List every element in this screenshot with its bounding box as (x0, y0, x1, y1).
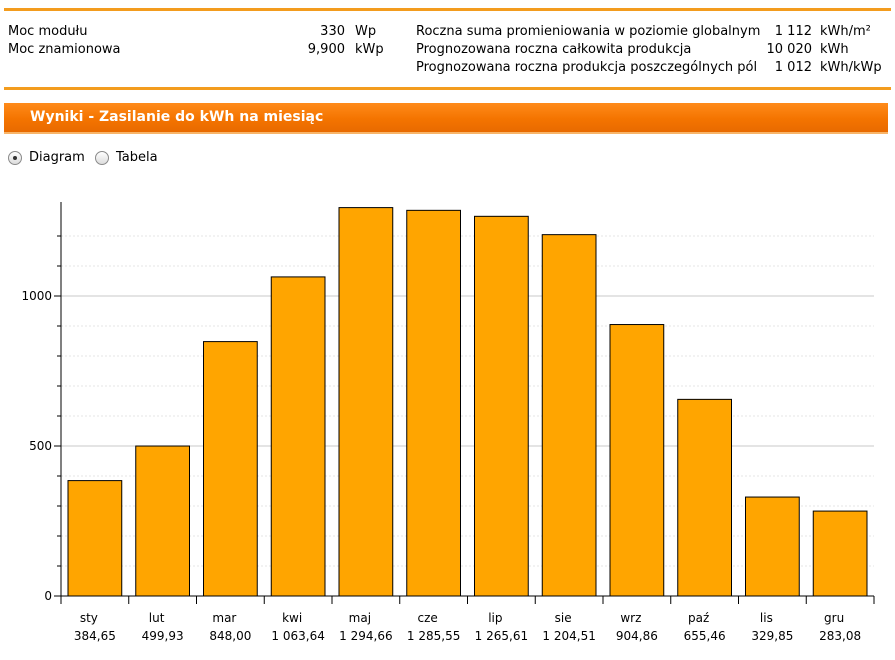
x-tick-label: paź (688, 611, 709, 625)
value-label: 1 285,55 (407, 629, 460, 643)
results-section-header: Wyniki - Zasilanie do kWh na miesiąc (4, 103, 888, 134)
value-label: 848,00 (209, 629, 251, 643)
diagram-radio-label: Diagram (29, 150, 85, 165)
value-label: 1 204,51 (542, 629, 595, 643)
bar-lut (135, 445, 190, 597)
x-tick-label: mar (212, 611, 236, 625)
value-label: 384,65 (74, 629, 116, 643)
section-title: Wyniki - Zasilanie do kWh na miesiąc (30, 109, 324, 125)
bar-cze (406, 209, 461, 597)
y-tick-label: 0 (44, 589, 52, 603)
bar-sie (541, 234, 597, 597)
summary-bottom-rule (4, 87, 891, 90)
x-tick-label: kwi (282, 611, 302, 625)
module-power-value: 330 (320, 24, 345, 39)
specific-yield-label: Prognozowana roczna produkcja poszczegól… (416, 60, 758, 75)
x-tick-label: lut (149, 611, 165, 625)
value-label: 1 265,61 (475, 629, 528, 643)
x-tick-label: sty (80, 611, 98, 625)
bar-gru (812, 510, 868, 597)
value-label: 655,46 (684, 629, 726, 643)
annual-production-label: Prognozowana roczna całkowita produkcja (416, 42, 692, 57)
y-tick-label: 500 (29, 439, 52, 453)
x-tick-label: gru (824, 611, 844, 625)
diagram-radio-option[interactable]: Diagram (8, 150, 85, 165)
x-tick-label: cze (417, 611, 437, 625)
value-label: 904,86 (616, 629, 658, 643)
bars (67, 207, 868, 597)
bar-kwi (270, 276, 326, 597)
bar-lis (745, 496, 800, 597)
specific-yield-value: 1 012 (774, 60, 812, 75)
bar-mar (203, 341, 258, 597)
value-label: 1 294,66 (339, 629, 392, 643)
grid-lines (61, 235, 874, 567)
table-radio-label: Tabela (116, 150, 158, 165)
table-radio-icon[interactable] (95, 150, 109, 165)
x-tick-label: sie (555, 611, 572, 625)
diagram-radio-icon[interactable] (8, 150, 22, 165)
value-label: 283,08 (819, 629, 861, 643)
axes (54, 202, 875, 604)
annual-irradiation-label: Roczna suma promieniowania w poziomie gl… (416, 24, 761, 39)
value-label: 499,93 (142, 629, 184, 643)
table-radio-option[interactable]: Tabela (95, 150, 158, 165)
y-tick-label: 1000 (21, 289, 52, 303)
annual-irradiation-unit: kWh/m² (820, 24, 871, 39)
monthly-energy-bar-chart: 0 500 1000 sty 384,65 lut 499,93 mar 848,00 kwi 1 … (21, 202, 875, 643)
x-tick-label: lis (760, 611, 773, 625)
x-tick-label: maj (349, 611, 371, 625)
module-power-label: Moc modułu (8, 24, 88, 39)
rated-power-value: 9,900 (307, 42, 345, 57)
value-label: 329,85 (751, 629, 793, 643)
specific-yield-unit: kWh/kWp (820, 60, 882, 75)
bar-wrz (609, 324, 665, 597)
bar-paź (677, 398, 732, 597)
module-power-unit: Wp (355, 24, 377, 39)
axis-labels: 0 500 1000 sty 384,65 lut 499,93 mar 848,00 kwi 1 … (21, 289, 861, 643)
x-tick-label: wrz (620, 611, 641, 625)
top-rule (4, 8, 891, 11)
rated-power-unit: kWp (355, 42, 384, 57)
value-label: 1 063,64 (271, 629, 324, 643)
bar-sty (67, 480, 123, 597)
bar-lip (474, 215, 529, 597)
annual-production-unit: kWh (820, 42, 849, 57)
x-tick-label: lip (488, 611, 502, 625)
rated-power-label: Moc znamionowa (8, 42, 121, 57)
annual-irradiation-value: 1 112 (774, 24, 812, 39)
annual-production-value: 10 020 (766, 42, 813, 57)
bar-maj (338, 207, 394, 597)
